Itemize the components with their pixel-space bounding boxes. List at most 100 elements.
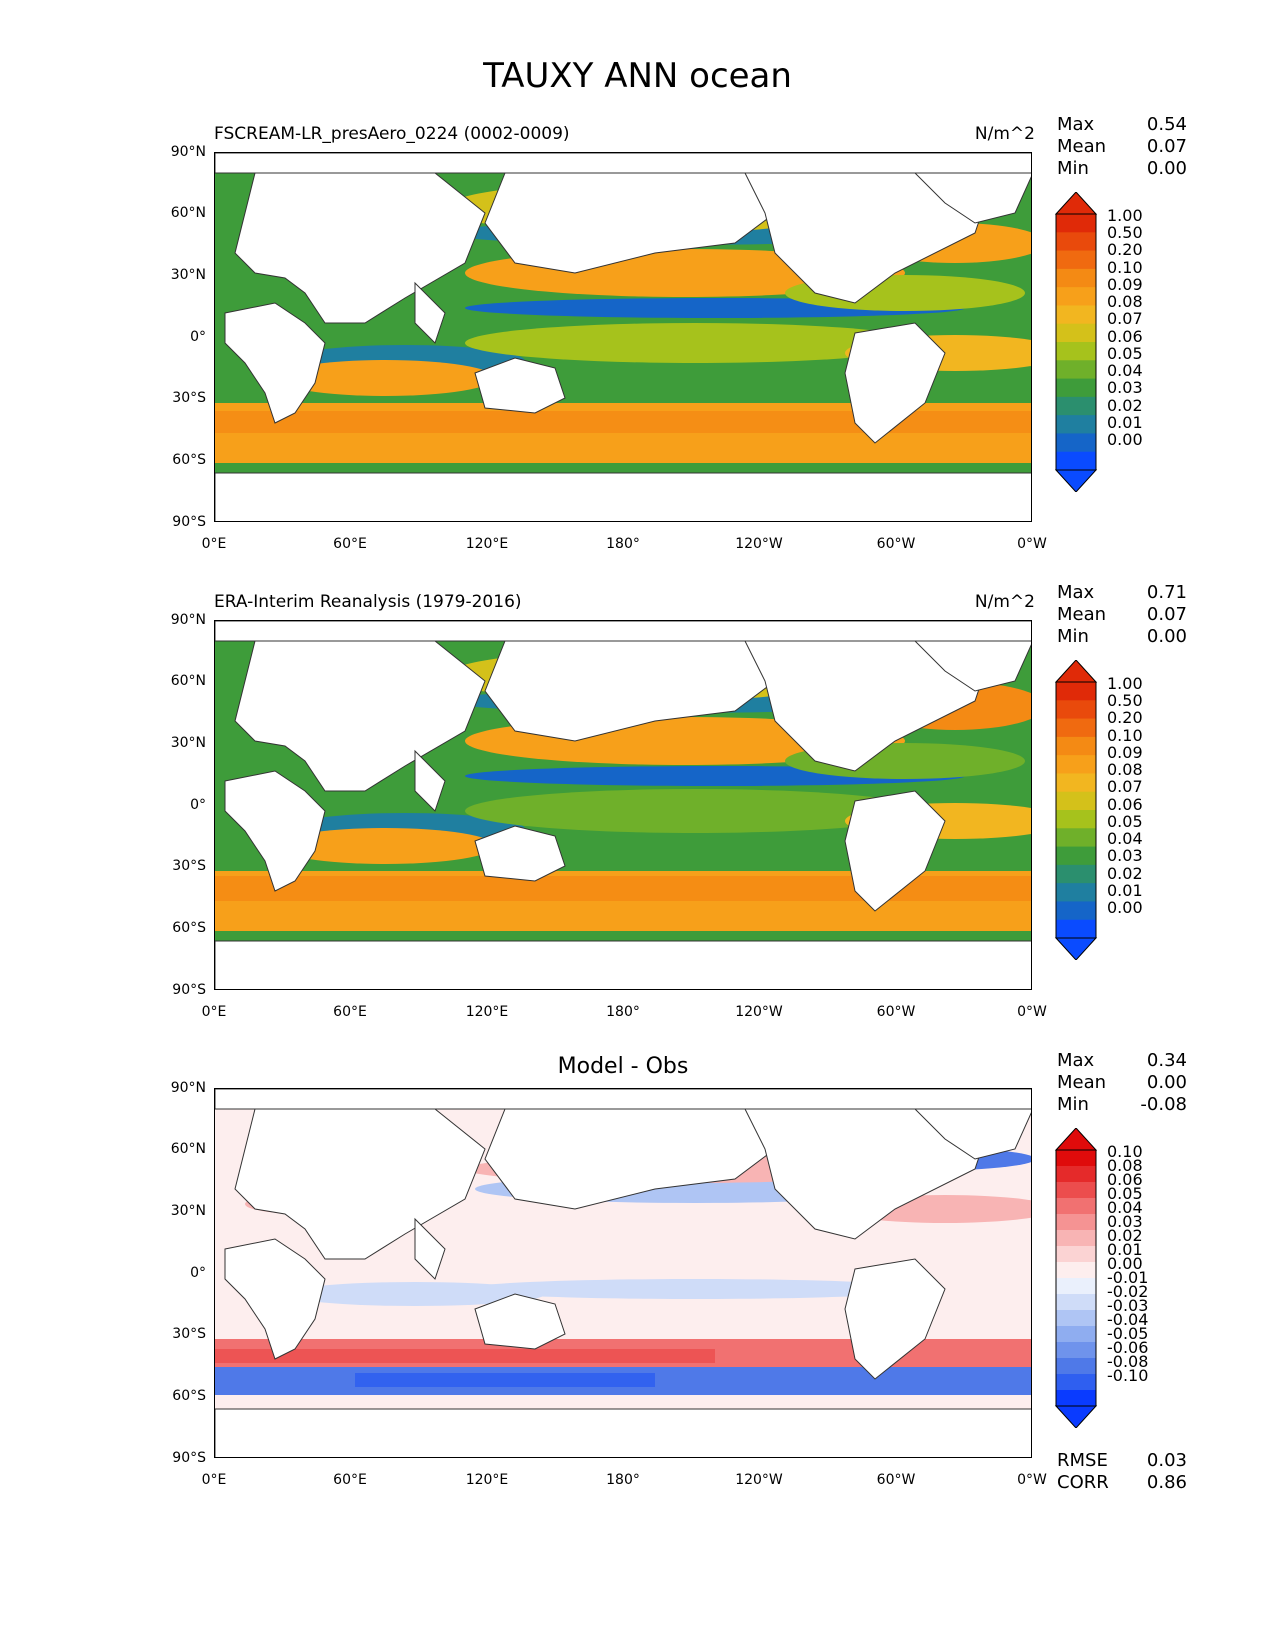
stat-min-label: Min	[1057, 1094, 1089, 1115]
map-field	[215, 1089, 1031, 1457]
stats-block: Max 0.71 Mean 0.07 Min 0.00	[1057, 582, 1187, 648]
colorbar-label: 0.50	[1107, 691, 1143, 711]
stat-mean-label: Mean	[1057, 1072, 1107, 1093]
colorbar-label: 0.08	[1107, 760, 1143, 780]
colorbar-swatch	[1056, 1230, 1096, 1247]
lon-tick: 60°W	[876, 1004, 916, 1020]
lon-tick: 120°E	[465, 1004, 509, 1020]
lat-tick: 30°N	[170, 267, 206, 283]
colorbar-swatch	[1056, 1198, 1096, 1215]
map-plot	[214, 152, 1032, 522]
colorbar-swatch	[1056, 1326, 1096, 1343]
panel-obs: ERA-Interim Reanalysis (1979-2016) N/m^2	[0, 582, 1275, 1080]
colorbar-label: 0.03	[1107, 378, 1143, 398]
lon-tick: 0°W	[1017, 1004, 1047, 1020]
colorbar-label: 0.20	[1107, 708, 1143, 728]
rmse-corr-block: RMSE 0.03 CORR 0.86	[1057, 1450, 1187, 1494]
lat-tick: 30°N	[170, 1203, 206, 1219]
stat-max: 0.34	[1146, 1050, 1187, 1071]
panel-diff: Model - Obs	[0, 1050, 1275, 1548]
colorbar-frame	[1055, 681, 1097, 939]
colorbar-swatch	[1056, 828, 1096, 848]
colorbar-swatch	[1056, 250, 1096, 270]
lat-tick: 30°S	[172, 390, 206, 406]
colorbar-label: 0.09	[1107, 742, 1143, 762]
stat-max: 0.54	[1146, 114, 1187, 135]
stat-mean: 0.07	[1146, 604, 1187, 625]
colorbar-swatch	[1056, 1262, 1096, 1279]
lat-tick: 30°N	[170, 735, 206, 751]
lat-tick: 30°S	[172, 1326, 206, 1342]
colorbar-swatch	[1056, 791, 1096, 811]
colorbar-swatch	[1056, 700, 1096, 720]
map-field	[215, 153, 1031, 521]
lat-tick: 0°	[190, 797, 206, 813]
colorbar-swatch	[1056, 433, 1096, 453]
colorbar-label: 0.05	[1107, 811, 1143, 831]
colorbar-extend-bottom	[1054, 469, 1098, 492]
colorbar-swatch	[1056, 846, 1096, 866]
lat-tick: 60°N	[170, 205, 206, 221]
stat-max-label: Max	[1057, 1050, 1095, 1071]
panel-title: ERA-Interim Reanalysis (1979-2016)	[214, 592, 522, 612]
colorbar-swatch	[1056, 682, 1096, 701]
colorbar-swatch	[1056, 883, 1096, 902]
colorbar-label: 0.04	[1107, 361, 1143, 381]
colorbar-frame	[1055, 1149, 1097, 1407]
colorbar-swatch	[1056, 360, 1096, 380]
colorbar-extend-top	[1054, 1128, 1098, 1151]
colorbar-swatch	[1056, 1214, 1096, 1231]
colorbar-label: -0.02	[1107, 1282, 1149, 1301]
colorbar-swatch	[1056, 1150, 1096, 1167]
colorbar-label: 0.06	[1107, 326, 1143, 346]
colorbar-label: 0.06	[1107, 794, 1143, 814]
colorbar-swatch	[1056, 1294, 1096, 1311]
lon-tick: 180°	[606, 1472, 640, 1488]
colorbar-label: 0.06	[1107, 1170, 1143, 1189]
colorbar-label: 1.00	[1107, 206, 1143, 225]
colorbar-label: 0.10	[1107, 725, 1143, 745]
colorbar-label: 0.00	[1107, 430, 1143, 449]
panel-units: N/m^2	[974, 124, 1035, 144]
map-field	[215, 621, 1031, 989]
stat-min: 0.00	[1146, 626, 1187, 647]
colorbar-label: 0.08	[1107, 292, 1143, 312]
stat-mean: 0.07	[1146, 136, 1187, 157]
colorbar-label: 0.00	[1107, 1254, 1143, 1273]
lon-tick: 60°W	[876, 536, 916, 552]
panel-title: Model - Obs	[557, 1054, 689, 1079]
lon-tick: 60°W	[876, 1472, 916, 1488]
colorbar-swatch	[1056, 1166, 1096, 1183]
lon-tick: 120°E	[465, 1472, 509, 1488]
lat-tick: 60°N	[170, 673, 206, 689]
lon-tick: 0°E	[201, 536, 227, 552]
stats-block: Max 0.34 Mean 0.00 Min -0.08	[1057, 1050, 1187, 1116]
colorbar-swatch	[1056, 378, 1096, 398]
colorbar-swatch	[1056, 1278, 1096, 1295]
colorbar-swatch	[1056, 736, 1096, 756]
colorbar	[1054, 660, 1098, 960]
colorbar-extend-top	[1054, 192, 1098, 215]
stat-min: 0.00	[1146, 158, 1187, 179]
colorbar-swatch	[1056, 919, 1096, 939]
stat-min-label: Min	[1057, 158, 1089, 179]
colorbar-label: 0.05	[1107, 343, 1143, 363]
corr-label: CORR	[1057, 1472, 1109, 1493]
figure-title: TAUXY ANN ocean	[483, 56, 792, 96]
lat-tick: 90°S	[172, 514, 206, 530]
lon-tick: 60°E	[333, 1004, 367, 1020]
lon-tick: 120°W	[735, 1004, 783, 1020]
colorbar-extend-bottom	[1054, 937, 1098, 960]
colorbar-label: 0.05	[1107, 1184, 1143, 1203]
colorbar-extend-top	[1054, 660, 1098, 683]
colorbar-label: 0.50	[1107, 223, 1143, 243]
lon-tick: 180°	[606, 536, 640, 552]
colorbar-frame	[1055, 213, 1097, 471]
colorbar-label: 0.08	[1107, 1156, 1143, 1175]
rmse-label: RMSE	[1057, 1450, 1108, 1471]
colorbar-label: 0.04	[1107, 829, 1143, 849]
stat-min: -0.08	[1140, 1094, 1187, 1115]
colorbar-swatch	[1056, 305, 1096, 325]
lon-tick: 60°E	[333, 1472, 367, 1488]
map-plot	[214, 620, 1032, 990]
